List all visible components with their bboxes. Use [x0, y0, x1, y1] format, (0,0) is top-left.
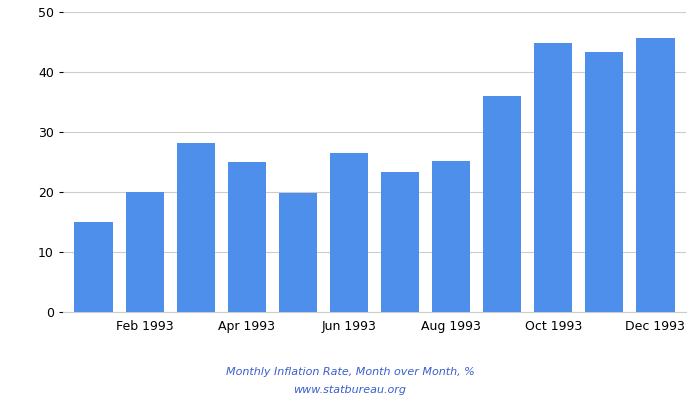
Bar: [330, 153, 368, 312]
Bar: [483, 96, 522, 312]
Bar: [636, 38, 675, 312]
Text: Monthly Inflation Rate, Month over Month, %: Monthly Inflation Rate, Month over Month…: [225, 367, 475, 377]
Bar: [228, 162, 266, 312]
Bar: [176, 143, 215, 312]
Bar: [279, 193, 317, 312]
Bar: [534, 43, 573, 312]
Bar: [125, 192, 164, 312]
Bar: [74, 222, 113, 312]
Text: www.statbureau.org: www.statbureau.org: [293, 385, 407, 395]
Bar: [381, 172, 419, 312]
Bar: [585, 52, 624, 312]
Bar: [432, 161, 470, 312]
